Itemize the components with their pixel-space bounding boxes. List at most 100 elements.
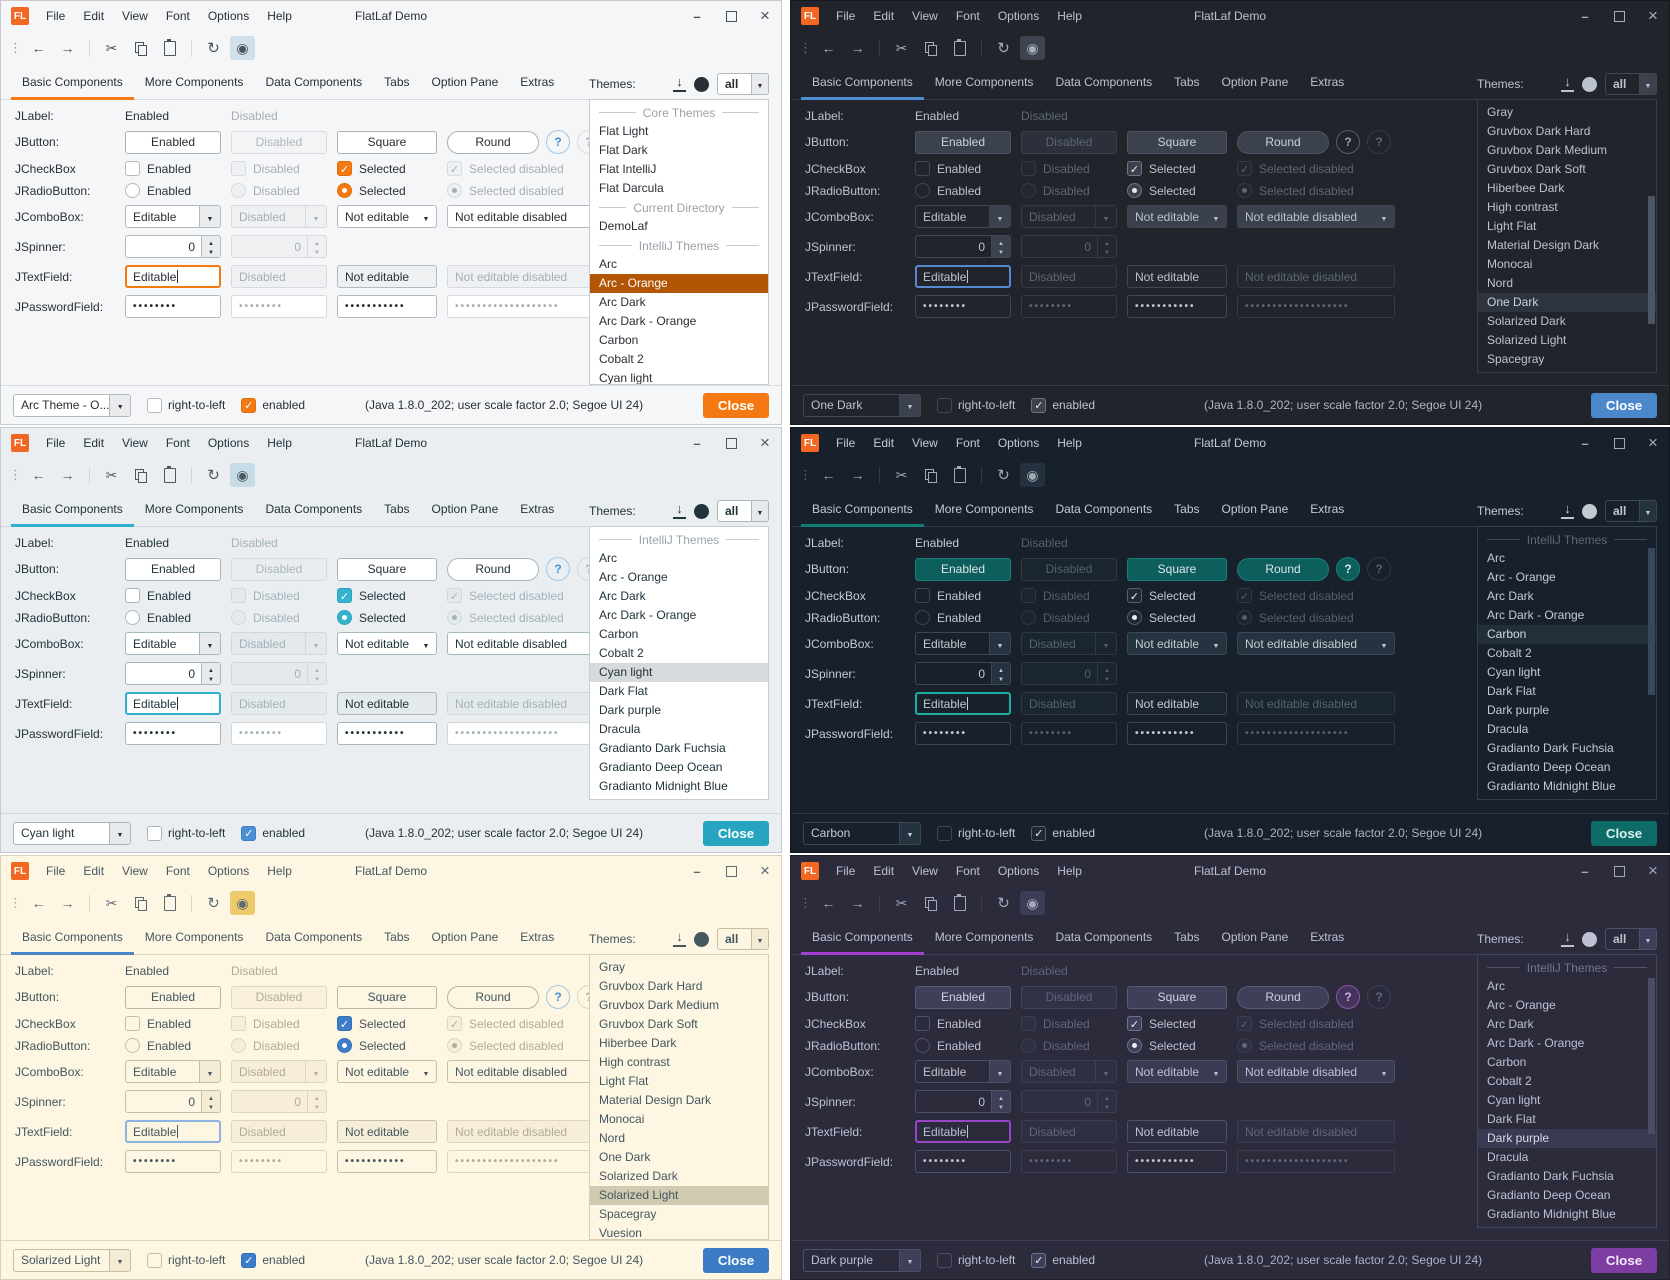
jbutton-round-button[interactable]: Round xyxy=(1237,130,1329,154)
tab-extras[interactable]: Extras xyxy=(520,930,555,944)
tab-option-pane[interactable]: Option Pane xyxy=(431,502,499,516)
menu-edit[interactable]: Edit xyxy=(83,9,105,23)
theme-list-item[interactable]: High contrast xyxy=(1487,200,1558,214)
jbutton-square-button[interactable]: Square xyxy=(337,130,437,154)
theme-list-item-selected[interactable]: Arc - Orange xyxy=(590,274,768,293)
theme-list[interactable]: IntelliJ Themes Arc Arc - Orange Arc Dark Ar… xyxy=(1477,954,1657,1228)
help-button[interactable]: ? xyxy=(546,557,570,581)
checkbox-checked-icon[interactable] xyxy=(1031,1252,1047,1268)
combobox-not-editable[interactable]: Not editable xyxy=(1127,1060,1227,1083)
tab-data-components[interactable]: Data Components xyxy=(1055,930,1153,944)
theme-list-item[interactable]: Gruvbox Dark Medium xyxy=(1487,143,1608,157)
chevron-down-icon[interactable] xyxy=(109,1249,130,1271)
theme-list-item[interactable]: Carbon xyxy=(599,627,639,641)
cut-button[interactable] xyxy=(889,891,914,915)
theme-list-item[interactable]: Nord xyxy=(1487,276,1514,290)
checkbox-checked-icon[interactable] xyxy=(1031,825,1047,841)
tab-basic-components[interactable]: Basic Components xyxy=(11,922,134,955)
copy-button[interactable] xyxy=(128,891,153,915)
combobox-editable[interactable]: Editable xyxy=(915,205,1011,228)
theme-list[interactable]: IntelliJ Themes Arc Arc - Orange Arc Dark Ar… xyxy=(1477,526,1657,800)
scrollbar-thumb[interactable] xyxy=(1648,978,1655,1134)
scrollbar-thumb[interactable] xyxy=(1648,195,1655,325)
checkbox-unchecked-icon[interactable] xyxy=(147,397,162,413)
close-window-button[interactable] xyxy=(759,437,771,449)
toolbar-grip[interactable] xyxy=(9,40,22,56)
minimize-button[interactable] xyxy=(1579,865,1591,877)
checkbox-unchecked-icon[interactable] xyxy=(147,1252,162,1268)
tab-tabs[interactable]: Tabs xyxy=(1174,75,1200,89)
theme-list-item[interactable]: Cobalt 2 xyxy=(1487,646,1532,660)
chevron-down-icon[interactable] xyxy=(751,501,768,521)
theme-selector-combo[interactable]: Carbon xyxy=(803,821,921,845)
back-button[interactable] xyxy=(816,891,841,915)
refresh-button[interactable] xyxy=(991,891,1016,915)
toolbar-grip[interactable] xyxy=(9,467,22,483)
github-icon[interactable] xyxy=(1582,503,1597,519)
spinner-value[interactable]: 0 xyxy=(978,1094,985,1109)
menu-font[interactable]: Font xyxy=(165,436,190,450)
jbutton-round-button[interactable]: Round xyxy=(447,557,539,581)
passwordfield-not-editable[interactable]: ••••••••••• xyxy=(1127,1150,1227,1173)
theme-list-item[interactable]: Dracula xyxy=(1487,722,1529,736)
passwordfield-not-editable[interactable]: ••••••••••• xyxy=(1127,295,1227,318)
tab-option-pane[interactable]: Option Pane xyxy=(431,930,499,944)
radio-selected[interactable] xyxy=(337,1038,352,1053)
theme-filter-combo[interactable]: all xyxy=(717,500,769,522)
passwordfield-editable[interactable]: •••••••• xyxy=(915,722,1011,745)
close-window-button[interactable] xyxy=(1647,10,1659,22)
close-button[interactable]: Close xyxy=(703,820,769,846)
checkbox-checked-icon[interactable] xyxy=(1031,397,1047,413)
paste-button[interactable] xyxy=(947,463,972,487)
enabled-checkbox[interactable]: enabled xyxy=(241,397,305,413)
passwordfield-editable[interactable]: •••••••• xyxy=(125,1150,221,1173)
spinner-arrows[interactable] xyxy=(991,1091,1010,1112)
tab-option-pane[interactable]: Option Pane xyxy=(431,75,499,89)
combobox-not-editable[interactable]: Not editable xyxy=(1127,632,1227,655)
checkbox-selected[interactable] xyxy=(1127,588,1142,603)
theme-list-item[interactable]: Dark Flat xyxy=(1487,1112,1536,1126)
jbutton-enabled-button[interactable]: Enabled xyxy=(125,130,221,154)
close-button[interactable]: Close xyxy=(1591,392,1657,418)
theme-list-item[interactable]: Cobalt 2 xyxy=(599,646,644,660)
chevron-down-icon[interactable] xyxy=(416,206,436,227)
theme-list-item[interactable]: Gruvbox Dark Soft xyxy=(599,1017,698,1031)
theme-list[interactable]: Gray Gruvbox Dark Hard Gruvbox Dark Medium… xyxy=(1477,99,1657,373)
tab-option-pane[interactable]: Option Pane xyxy=(1221,75,1289,89)
menu-font[interactable]: Font xyxy=(165,9,190,23)
passwordfield-editable[interactable]: •••••••• xyxy=(915,1150,1011,1173)
chevron-down-icon[interactable] xyxy=(751,929,768,949)
menu-help[interactable]: Help xyxy=(267,9,292,23)
tab-basic-components[interactable]: Basic Components xyxy=(801,67,924,100)
spinner-down-icon[interactable] xyxy=(208,1102,214,1111)
passwordfield-not-editable[interactable]: ••••••••••• xyxy=(1127,722,1227,745)
textfield-not-editable[interactable]: Not editable xyxy=(1127,1120,1227,1143)
passwordfield-not-editable[interactable]: ••••••••••• xyxy=(337,295,437,318)
right-to-left-checkbox[interactable]: right-to-left xyxy=(147,1252,225,1268)
menu-font[interactable]: Font xyxy=(955,9,980,23)
theme-selector-combo[interactable]: One Dark xyxy=(803,393,921,417)
theme-list-item[interactable]: Solarized Light xyxy=(1487,333,1567,347)
tab-more-components[interactable]: More Components xyxy=(934,502,1034,516)
theme-list-item[interactable]: Arc - Orange xyxy=(1487,570,1556,584)
tab-more-components[interactable]: More Components xyxy=(934,930,1034,944)
forward-button[interactable] xyxy=(55,36,80,60)
menu-font[interactable]: Font xyxy=(955,436,980,450)
theme-list-item-selected[interactable]: Dark purple xyxy=(1478,1129,1656,1148)
combobox-editable[interactable]: Editable xyxy=(125,1060,221,1083)
menu-view[interactable]: View xyxy=(912,864,938,878)
theme-list-item[interactable]: Gruvbox Dark Soft xyxy=(1487,162,1586,176)
theme-list-item[interactable]: Gradianto Deep Ocean xyxy=(1487,1188,1611,1202)
theme-selector-combo[interactable]: Dark purple xyxy=(803,1248,921,1272)
spinner-value[interactable]: 0 xyxy=(188,239,195,254)
tab-data-components[interactable]: Data Components xyxy=(265,502,363,516)
textfield-not-editable[interactable]: Not editable xyxy=(337,265,437,288)
theme-list-item[interactable]: Cobalt 2 xyxy=(599,352,644,366)
jbutton-square-button[interactable]: Square xyxy=(337,985,437,1009)
scrollbar-thumb[interactable] xyxy=(1648,547,1655,696)
spinner-up-icon[interactable] xyxy=(998,1093,1004,1102)
tab-more-components[interactable]: More Components xyxy=(934,75,1034,89)
tab-tabs[interactable]: Tabs xyxy=(384,502,410,516)
theme-list-item[interactable]: Vuesion xyxy=(599,1226,642,1240)
spinner-value[interactable]: 0 xyxy=(978,239,985,254)
